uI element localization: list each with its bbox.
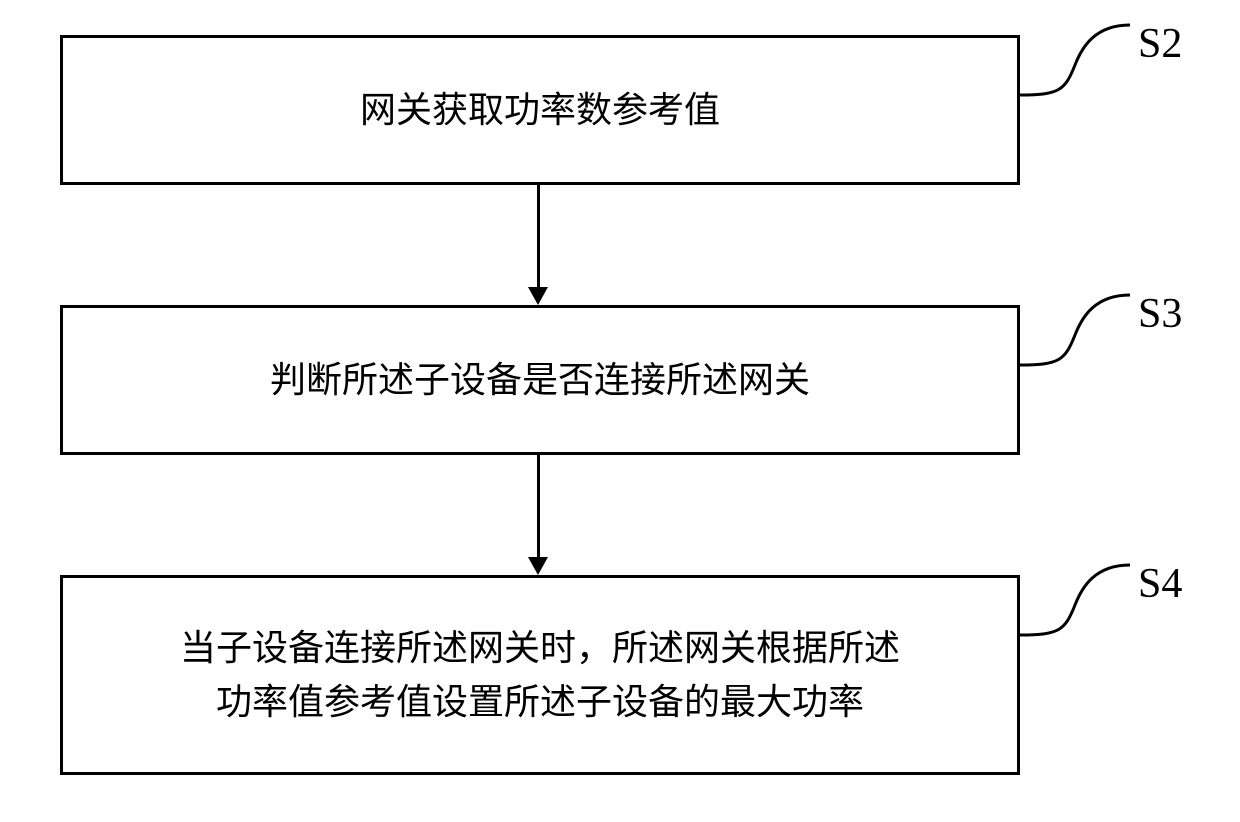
flow-step-s4: 当子设备连接所述网关时，所述网关根据所述 功率值参考值设置所述子设备的最大功率 xyxy=(60,575,1020,775)
flow-step-s4-text: 当子设备连接所述网关时，所述网关根据所述 功率值参考值设置所述子设备的最大功率 xyxy=(180,621,900,729)
connector-curve-s2 xyxy=(1020,25,1140,115)
flow-step-s3: 判断所述子设备是否连接所述网关 xyxy=(60,305,1020,455)
arrow-s3-s4-head-icon xyxy=(528,557,548,575)
arrow-s2-s3 xyxy=(537,185,540,287)
step-label-s2: S2 xyxy=(1138,20,1182,68)
arrow-s2-s3-head-icon xyxy=(528,287,548,305)
step-label-s3: S3 xyxy=(1138,290,1182,338)
connector-curve-s4 xyxy=(1020,565,1140,655)
step-label-s4: S4 xyxy=(1138,560,1182,608)
arrow-s3-s4 xyxy=(537,455,540,557)
connector-curve-s3 xyxy=(1020,295,1140,385)
flow-step-s2-text: 网关获取功率数参考值 xyxy=(360,83,720,137)
flowchart-canvas: 网关获取功率数参考值 判断所述子设备是否连接所述网关 当子设备连接所述网关时，所… xyxy=(0,0,1240,822)
flow-step-s3-text: 判断所述子设备是否连接所述网关 xyxy=(270,353,810,407)
flow-step-s2: 网关获取功率数参考值 xyxy=(60,35,1020,185)
